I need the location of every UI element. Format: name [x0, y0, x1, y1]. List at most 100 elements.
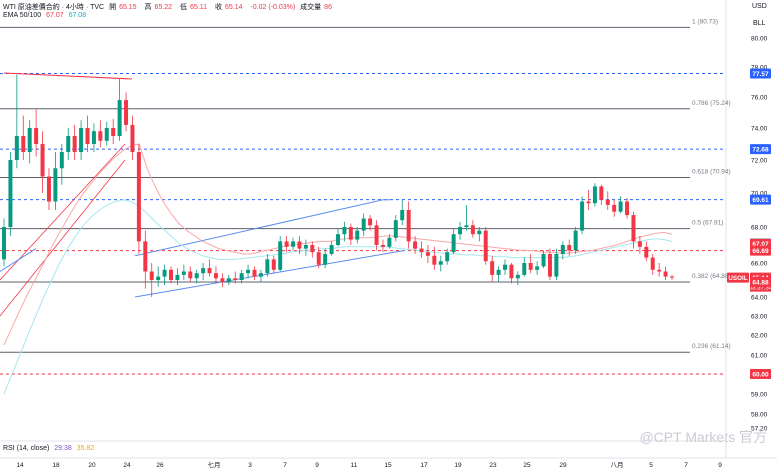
y-tick-label: 70.00: [751, 191, 768, 198]
svg-text:67.07: 67.07: [752, 241, 769, 248]
x-tick-label: 9: [315, 462, 319, 469]
x-tick-label: 24: [123, 462, 131, 469]
candle: [425, 245, 430, 263]
x-tick-label: 17: [420, 462, 428, 469]
candle: [336, 228, 340, 247]
candle: [599, 184, 604, 205]
candle: [59, 144, 64, 185]
y-tick-label: 78.00: [751, 65, 768, 72]
price-flag: 60.00: [750, 369, 771, 379]
candle: [355, 227, 360, 244]
candle: [303, 239, 308, 256]
y-tick-label: 80.00: [751, 36, 768, 43]
candle: [85, 115, 90, 152]
candle: [528, 254, 533, 274]
candle: [342, 221, 347, 242]
candle: [464, 204, 469, 231]
candle: [143, 230, 148, 289]
candle: [220, 273, 225, 287]
candle: [393, 215, 398, 242]
x-tick-label: 25: [523, 462, 531, 469]
fib-label: 0.236 (61.14): [692, 343, 731, 350]
svg-text:64.88: 64.88: [752, 280, 769, 287]
y-tick-label: 59.00: [751, 392, 768, 399]
volume: 成交量 86: [300, 4, 332, 11]
price-change: -0.02 (-0.03%): [250, 4, 296, 11]
candle: [226, 274, 231, 286]
candle: [265, 254, 270, 277]
candle: [451, 228, 456, 254]
candle: [162, 264, 167, 286]
candle: [111, 118, 116, 144]
candle: [592, 183, 597, 207]
candle: [400, 199, 405, 226]
candle: [631, 211, 636, 249]
candle: [554, 248, 559, 280]
x-tick-label: 7: [684, 462, 688, 469]
candle: [169, 266, 173, 284]
candle: [181, 264, 186, 280]
fib-label: 1 (80.73): [692, 18, 718, 25]
candle: [380, 239, 385, 253]
candle: [233, 271, 238, 284]
candle: [104, 121, 109, 146]
candle: [560, 241, 565, 260]
candle: [387, 234, 392, 249]
legend-row-symbol: WTI 原油差價合約 · 4小時 · TVC 開 65.15 高 65.22 低 65…: [3, 2, 338, 12]
candle: [194, 269, 199, 284]
candle: [483, 227, 488, 265]
candle: [323, 248, 328, 269]
x-tick-label: 3: [248, 462, 252, 469]
candle: [477, 227, 482, 242]
candle: [663, 266, 668, 280]
ema100-value: 67.08: [68, 12, 87, 19]
rsi-ma-value: 35.82: [76, 445, 95, 452]
price-flag: 66.69: [750, 245, 771, 256]
x-tick-label: 26: [156, 462, 164, 469]
y-tick-label: 66.00: [751, 261, 768, 268]
candle: [66, 128, 71, 160]
x-tick-label: 29: [559, 462, 567, 469]
fib-label: 0.5 (67.91): [692, 220, 723, 227]
candle: [374, 220, 379, 251]
candle: [124, 92, 129, 132]
candle: [278, 236, 283, 272]
candle: [252, 266, 257, 280]
x-tick-label: 5: [649, 462, 653, 469]
candle: [46, 168, 51, 210]
ohlc-open: 開 65.15: [109, 4, 137, 11]
candle: [136, 144, 141, 254]
trendline: [0, 159, 126, 317]
x-tick-label: 11: [351, 462, 358, 469]
watermark: @CPT Markets 官方: [639, 429, 767, 445]
x-tick-label: 18: [52, 462, 60, 469]
candle: [27, 120, 32, 164]
candle: [310, 241, 315, 258]
trendline: [0, 143, 126, 281]
candle: [316, 246, 321, 269]
candle: [580, 196, 585, 235]
x-tick-label: 八月: [611, 461, 624, 469]
price-flag: 77.57: [750, 68, 771, 79]
candle: [79, 120, 84, 160]
x-tick-label: 七月: [208, 460, 221, 469]
candle: [284, 236, 289, 253]
rsi-label: RSI (14, close): [3, 445, 50, 452]
legend-row-ema: EMA 50/100 67.07 67.08: [3, 12, 89, 19]
y-tick-label: 76.00: [751, 95, 768, 102]
svg-text:69.61: 69.61: [752, 197, 769, 204]
candle: [8, 152, 13, 236]
candle: [413, 236, 418, 254]
y-tick-label: 63.00: [751, 314, 768, 321]
candle: [496, 266, 501, 282]
y-tick-label: 58.00: [751, 412, 768, 419]
y-tick-label: 68.00: [751, 225, 768, 232]
x-tick-label: 15: [384, 462, 392, 469]
candle: [239, 269, 244, 284]
candle: [40, 131, 45, 193]
x-tick-label: 19: [454, 462, 462, 469]
candle: [490, 255, 495, 282]
candle: [438, 255, 443, 272]
